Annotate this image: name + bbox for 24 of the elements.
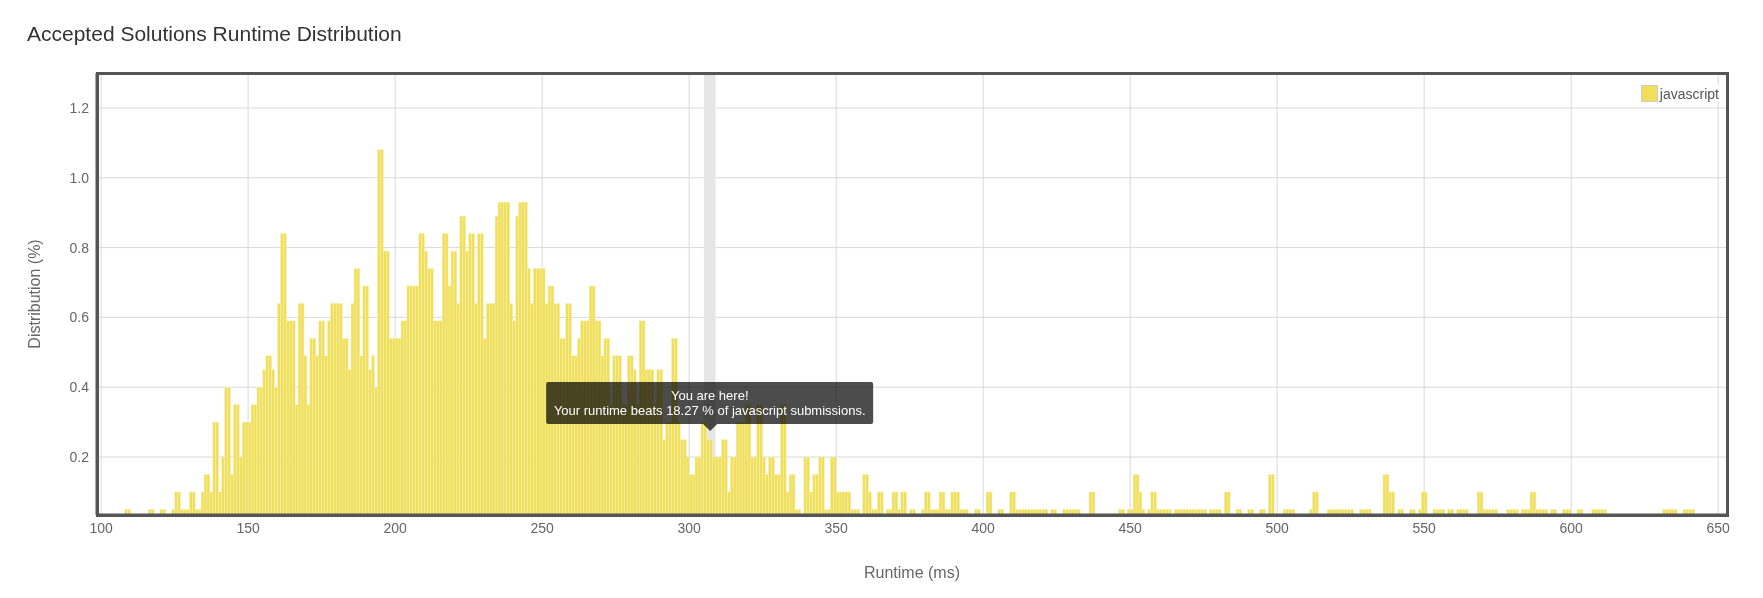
x-tick-label: 100 <box>89 519 114 536</box>
tooltip: You are here! Your runtime beats 18.27 % of javascript submissions. <box>545 382 874 431</box>
x-tick-label: 450 <box>1118 519 1143 536</box>
y-tick-label: 1.0 <box>69 169 90 186</box>
x-tick-label: 500 <box>1265 519 1290 536</box>
annotation: You are here! Your runtime beats 18.27 % of javascript submissions. <box>553 388 866 419</box>
chart-title: Accepted Solutions Runtime Distribution <box>27 22 402 46</box>
y-tick-label: 0.8 <box>69 239 90 256</box>
x-tick-label: 400 <box>971 519 996 536</box>
x-tick-label: 550 <box>1412 519 1437 536</box>
legend-label: javascript <box>1659 85 1719 102</box>
x-tick-label: 250 <box>530 519 555 536</box>
y-axis-title: Distribution (%) <box>25 239 43 349</box>
x-tick-label: 300 <box>677 519 702 536</box>
x-axis-title: Runtime (ms) <box>863 564 961 581</box>
x-tick-label: 350 <box>824 519 849 536</box>
y-tick-label: 0.4 <box>69 379 90 396</box>
x-tick-label: 200 <box>383 519 408 536</box>
x-tick-label: 600 <box>1559 519 1584 536</box>
y-tick-label: 1.2 <box>69 99 90 116</box>
y-tick-label: 0.6 <box>69 309 90 326</box>
y-tick-label: 0.2 <box>69 449 90 466</box>
x-tick-label: 150 <box>236 519 261 536</box>
x-tick-label: 650 <box>1706 519 1731 536</box>
